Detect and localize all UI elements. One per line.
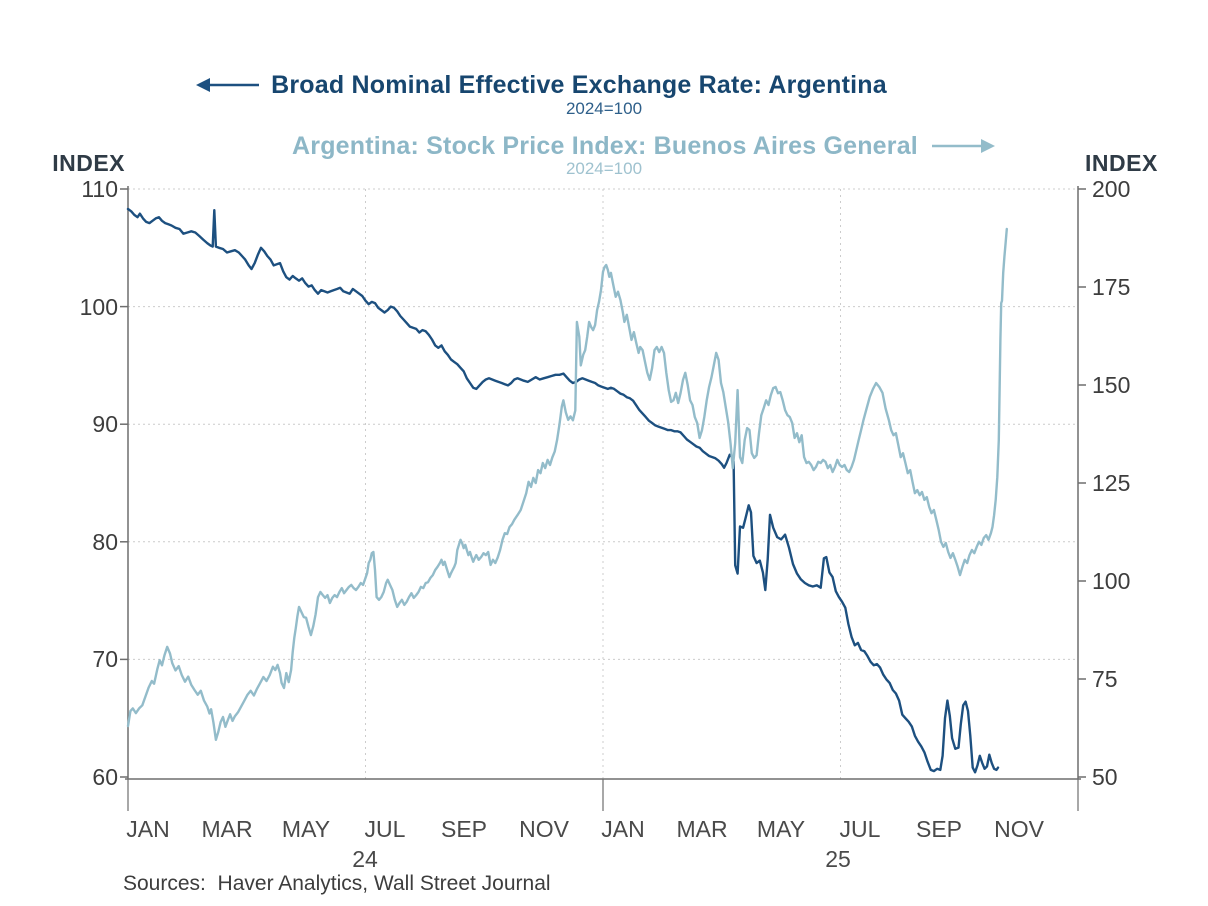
series2-subtitle: 2024=100 <box>565 159 643 178</box>
series2-title: Argentina: Stock Price Index: Buenos Air… <box>292 131 918 160</box>
month-label: MAY <box>281 816 331 842</box>
right-axis-tick-label: 75 <box>1092 666 1118 692</box>
left-axis-tick-label: 70 <box>92 646 118 672</box>
month-label: MAR <box>676 816 728 842</box>
left-axis-tick-label: 80 <box>92 529 118 555</box>
year-label: 24 <box>352 846 378 872</box>
left-axis-tick-label: 60 <box>92 764 118 790</box>
month-label: SEP <box>440 816 488 842</box>
month-label: JUL <box>364 816 406 842</box>
left-axis-tick-label: 110 <box>81 176 118 202</box>
right-axis-unit-label: INDEX <box>1085 150 1158 176</box>
series1-title: Broad Nominal Effective Exchange Rate: A… <box>271 70 887 99</box>
month-label: NOV <box>994 816 1044 842</box>
series2-title-row: Argentina: Stock Price Index: Buenos Air… <box>80 128 1208 164</box>
left-arrow-icon <box>196 78 260 92</box>
series-line-exchange-rate <box>126 207 1000 774</box>
right-axis-tick-label: 125 <box>1092 470 1131 496</box>
right-axis-tick-label: 200 <box>1092 176 1131 202</box>
month-label: MAY <box>756 816 806 842</box>
month-label: JUL <box>839 816 881 842</box>
month-label: NOV <box>519 816 569 842</box>
year-label: 25 <box>825 846 851 872</box>
month-label: MAR <box>201 816 253 842</box>
right-axis-tick-label: 175 <box>1092 274 1131 300</box>
left-axis-unit-label: INDEX <box>52 150 125 176</box>
left-axis-tick-label: 90 <box>92 411 118 437</box>
month-label: SEP <box>915 816 963 842</box>
right-axis-tick-label: 50 <box>1092 764 1118 790</box>
right-arrow-icon <box>931 139 995 153</box>
left-axis-tick-label: 100 <box>79 294 118 320</box>
right-axis-tick-label: 100 <box>1092 568 1131 594</box>
right-axis-tick-label: 150 <box>1092 372 1131 398</box>
month-label: JAN <box>601 816 645 842</box>
series1-subtitle: 2024=100 <box>565 99 643 118</box>
month-label: JAN <box>126 816 170 842</box>
series1-title-row: Broad Nominal Effective Exchange Rate: A… <box>0 67 1082 103</box>
series-line-stock-index <box>126 227 1008 741</box>
sources-note: Sources: Haver Analytics, Wall Street Jo… <box>123 872 551 895</box>
